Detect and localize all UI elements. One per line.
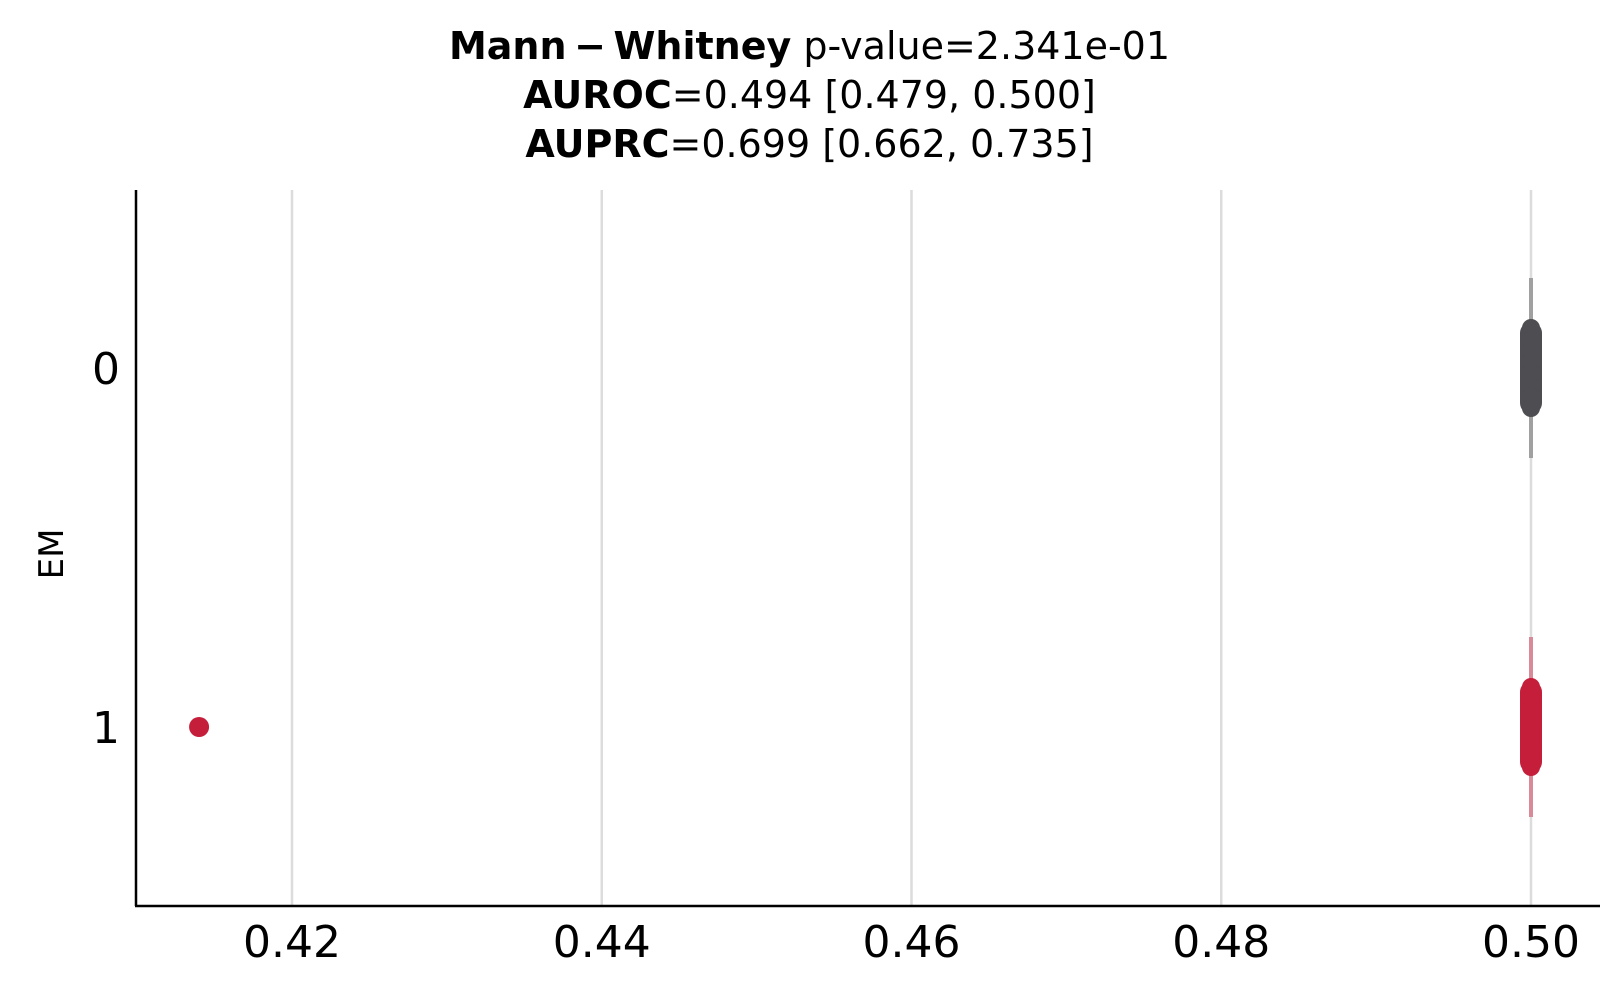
title-line-1-bold: Mann − Whitney (448, 24, 792, 68)
x-tick-label: 0.50 (1482, 917, 1580, 968)
title-line-3: AUPRC=0.699 [0.662, 0.735] (0, 120, 1619, 169)
outlier-point-1 (189, 717, 210, 737)
x-tick-label: 0.42 (243, 917, 341, 968)
chart-marks (189, 278, 1542, 817)
tick-labels: 0.42 0.44 0.46 0.48 0.50 0 1 (92, 344, 1580, 968)
data-point-1 (1522, 758, 1540, 776)
chart-title: Mann − Whitney p-value=2.341e-01 AUROC=0… (0, 22, 1619, 169)
title-line-2-bold: AUROC (523, 73, 672, 117)
x-tick-label: 0.44 (553, 917, 651, 968)
x-tick-label: 0.46 (863, 917, 961, 968)
title-line-1-rest: p-value=2.341e-01 (791, 24, 1171, 68)
axes (134, 190, 1600, 908)
y-axis-label: EM (32, 529, 72, 580)
title-line-3-rest: =0.699 [0.662, 0.735] (669, 122, 1094, 166)
title-line-2-rest: =0.494 [0.479, 0.500] (671, 73, 1096, 117)
data-point-0 (1522, 399, 1540, 417)
title-line-2: AUROC=0.494 [0.479, 0.500] (0, 71, 1619, 120)
y-tick-label: 0 (92, 344, 120, 395)
x-tick-label: 0.48 (1172, 917, 1270, 968)
y-tick-label: 1 (92, 703, 120, 754)
title-line-3-bold: AUPRC (525, 122, 670, 166)
title-line-1: Mann − Whitney p-value=2.341e-01 (0, 22, 1619, 71)
grid-lines (290, 190, 1533, 906)
